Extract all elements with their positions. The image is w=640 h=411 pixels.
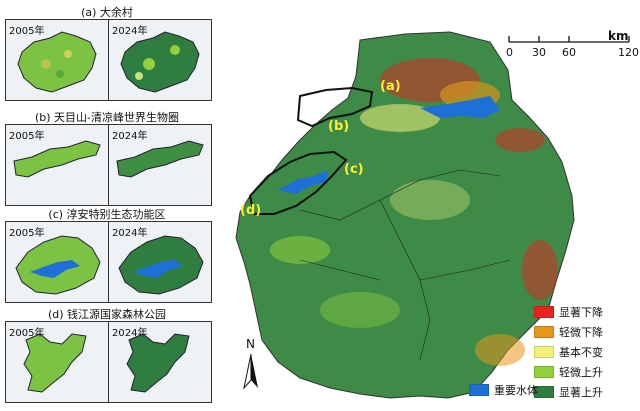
inset-d-2024: 2024年: [108, 321, 212, 403]
legend-item: 显著下降: [534, 302, 638, 322]
legend-swatch: [534, 306, 554, 318]
legend-label: 显著上升: [559, 386, 603, 399]
legend-swatch: [534, 326, 554, 338]
water-swatch: [469, 384, 489, 396]
zone-b-outline: [296, 86, 374, 128]
hangzhou-bay-water: [420, 96, 500, 118]
legend: 显著下降轻微下降基本不变轻微上升显著上升: [534, 302, 638, 402]
map-label-c: (c): [344, 162, 364, 177]
legend-label: 基本不变: [559, 346, 603, 359]
scale-bar: km 0 30 60 120: [504, 28, 639, 64]
legend-label: 轻微下降: [559, 326, 603, 339]
legend-item: 轻微上升: [534, 362, 638, 382]
legend-swatch: [534, 386, 554, 398]
map-label-b: (b): [328, 119, 349, 134]
inset-d-2005: 2005年: [5, 321, 109, 403]
scale-tick-0: 0: [506, 46, 513, 59]
water-legend: 重要水体: [469, 382, 538, 398]
scale-tick-120: 120: [618, 46, 639, 59]
zone-c-outline: [248, 150, 348, 215]
water-label: 重要水体: [494, 384, 538, 397]
boundary-lines: [299, 169, 511, 361]
north-letter: N: [246, 337, 255, 351]
scale-tick-60: 60: [562, 46, 576, 59]
panel-b-title: (b) 天目山-清凉峰世界生物圈: [34, 111, 180, 124]
scale-tick-30: 30: [532, 46, 546, 59]
legend-label: 显著下降: [559, 306, 603, 319]
north-red-zone: [270, 58, 558, 366]
inset-c-2005: 2005年: [5, 221, 109, 303]
legend-swatch: [534, 346, 554, 358]
panel-c-title: (c) 淳安特别生态功能区: [48, 208, 166, 221]
scale-unit: km: [608, 29, 629, 43]
qiandao-lake-water: [278, 170, 328, 194]
inset-b-2024-year: 2024年: [112, 131, 148, 142]
inset-b-2005-year: 2005年: [9, 131, 45, 142]
inset-c-2024: 2024年: [108, 221, 212, 303]
legend-swatch: [534, 366, 554, 378]
inset-d-2024-year: 2024年: [112, 328, 148, 339]
inset-d-2005-year: 2005年: [9, 328, 45, 339]
inset-a-2024: 2024年: [108, 19, 212, 101]
panel-a-title: (a) 大余村: [81, 6, 133, 19]
inset-b-2024: 2024年: [108, 124, 212, 206]
inset-a-2005-year: 2005年: [9, 26, 45, 37]
inset-a-2024-year: 2024年: [112, 26, 148, 37]
map-label-a: (a): [380, 79, 401, 94]
inset-c-2024-year: 2024年: [112, 228, 148, 239]
map-label-d: (d): [240, 203, 261, 218]
main-map: (a) (b) (c) (d): [235, 31, 575, 399]
north-arrow: N: [238, 336, 264, 396]
panel-d-title: (d) 钱江源国家森林公园: [47, 308, 167, 321]
legend-item: 基本不变: [534, 342, 638, 362]
legend-item: 显著上升: [534, 382, 638, 402]
inset-c-2005-year: 2005年: [9, 228, 45, 239]
inset-a-2005: 2005年: [5, 19, 109, 101]
province-outline: [235, 31, 575, 399]
legend-item: 轻微下降: [534, 322, 638, 342]
inset-b-2005: 2005年: [5, 124, 109, 206]
legend-label: 轻微上升: [559, 366, 603, 379]
